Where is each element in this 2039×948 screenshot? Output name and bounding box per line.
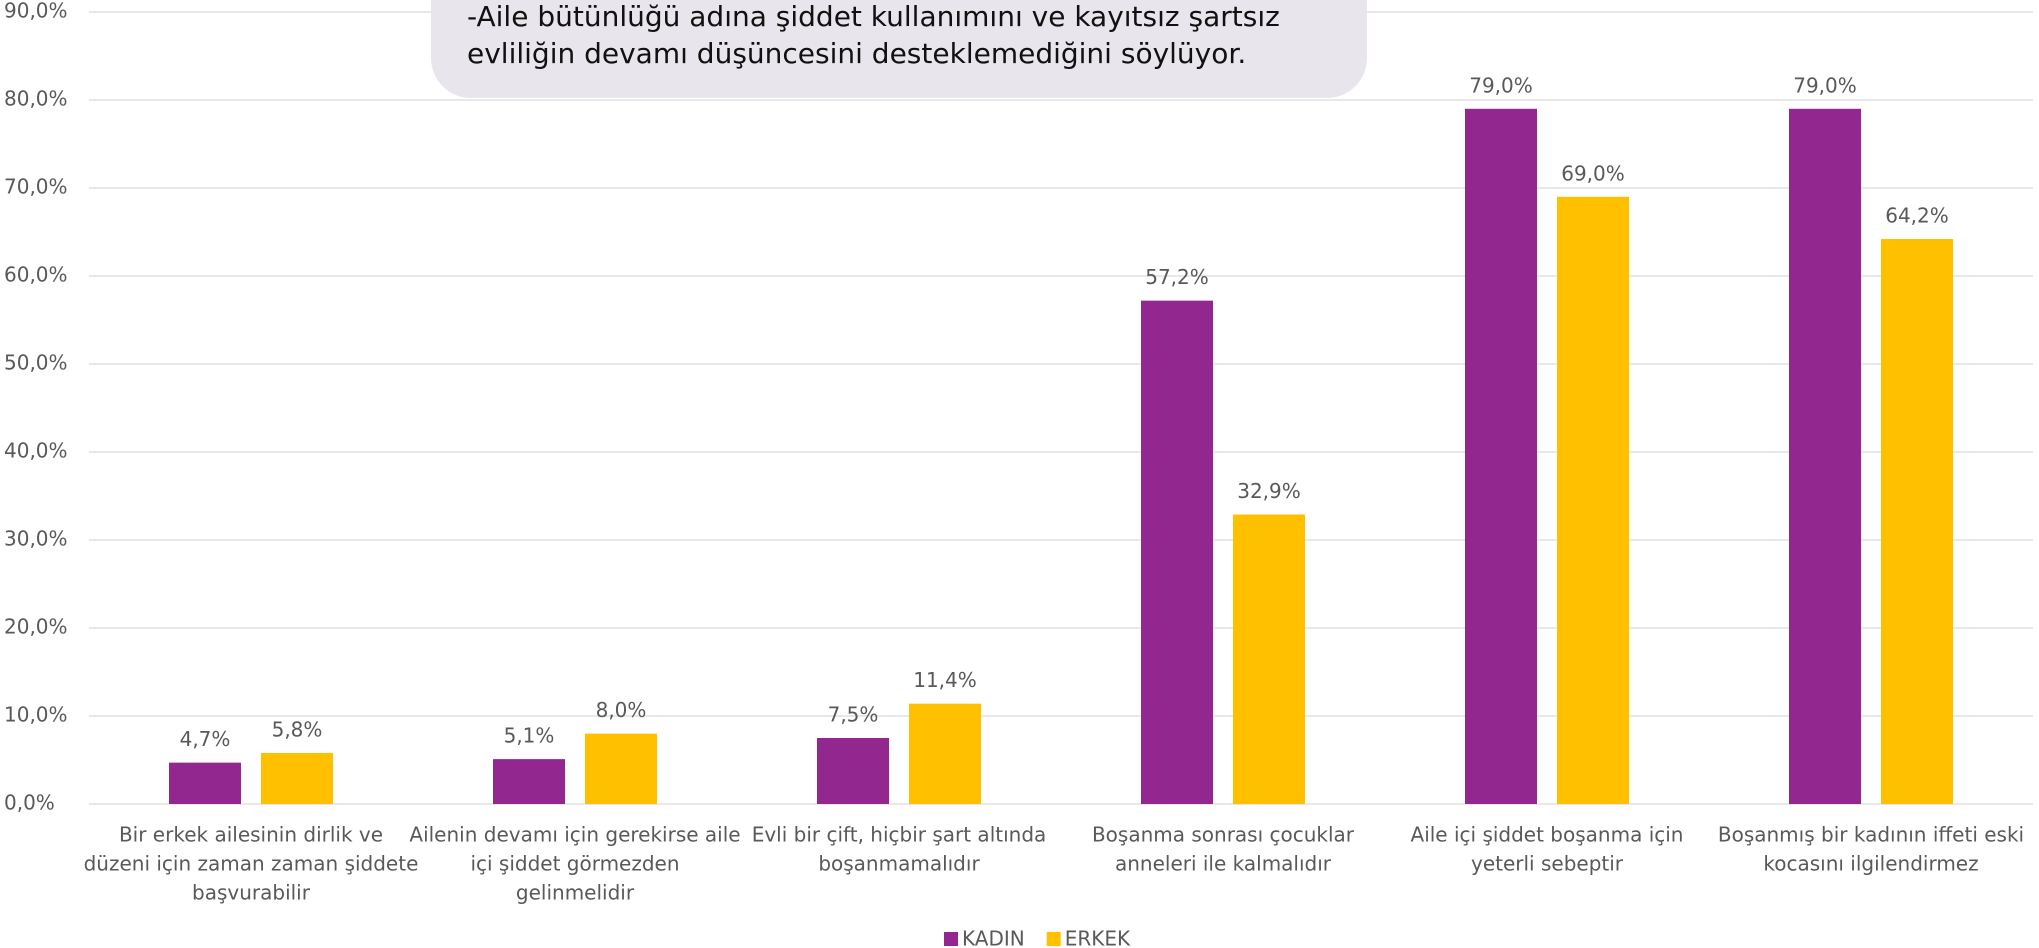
x-tick-label: Aile içi şiddet boşanma için bbox=[1411, 823, 1684, 847]
data-label: 32,9% bbox=[1237, 479, 1301, 503]
annotation-text: -Aile bütünlüğü adına şiddet kullanımını… bbox=[467, 0, 1280, 33]
bar bbox=[1465, 108, 1537, 805]
x-tick-label: anneleri ile kalmalıdır bbox=[1115, 852, 1332, 876]
x-tick-label: başvurabilir bbox=[192, 881, 311, 905]
data-label: 5,8% bbox=[272, 717, 323, 741]
data-label: 79,0% bbox=[1793, 73, 1857, 97]
data-label: 8,0% bbox=[596, 698, 647, 722]
annotation-box bbox=[431, 0, 1367, 98]
y-tick-label: 30,0% bbox=[4, 527, 68, 551]
x-tick-label: Bir erkek ailesinin dirlik ve bbox=[119, 823, 383, 847]
y-tick-label: 90,0% bbox=[4, 0, 68, 23]
data-label: 57,2% bbox=[1145, 265, 1209, 289]
data-label: 4,7% bbox=[180, 727, 231, 751]
data-label: 64,2% bbox=[1885, 204, 1949, 228]
legend-label: ERKEK bbox=[1065, 927, 1131, 948]
x-tick-label: içi şiddet görmezden bbox=[470, 852, 679, 876]
legend-swatch bbox=[1046, 932, 1061, 946]
y-tick-label: 40,0% bbox=[4, 439, 68, 463]
bar bbox=[1233, 514, 1305, 804]
bar bbox=[585, 733, 657, 804]
annotation-text: evliliğin devamı düşüncesini desteklemed… bbox=[467, 37, 1246, 70]
data-label: 7,5% bbox=[828, 703, 879, 727]
data-label: 5,1% bbox=[504, 724, 555, 748]
bar bbox=[1881, 239, 1953, 805]
y-tick-label: 0,0% bbox=[4, 791, 55, 815]
bar bbox=[817, 738, 889, 804]
bar bbox=[261, 752, 333, 804]
x-tick-label: gelinmelidir bbox=[516, 881, 635, 905]
legend-label: KADIN bbox=[962, 927, 1025, 948]
data-label: 79,0% bbox=[1469, 73, 1533, 97]
y-tick-label: 50,0% bbox=[4, 351, 68, 375]
x-tick-label: Ailenin devamı için gerekirse aile bbox=[409, 823, 740, 847]
bar bbox=[1557, 196, 1629, 805]
bar bbox=[493, 759, 565, 804]
bar bbox=[169, 762, 241, 804]
bar bbox=[909, 703, 981, 804]
x-tick-label: Boşanmış bir kadının iffeti eski bbox=[1718, 823, 2024, 847]
data-label: 69,0% bbox=[1561, 161, 1625, 185]
x-tick-label: boşanmamalıdır bbox=[818, 852, 980, 876]
x-tick-label: Boşanma sonrası çocuklar bbox=[1092, 823, 1355, 847]
legend-swatch bbox=[944, 932, 958, 946]
bar bbox=[1789, 108, 1861, 805]
y-tick-label: 60,0% bbox=[4, 263, 68, 287]
x-tick-label: yeterli sebeptir bbox=[1471, 852, 1624, 876]
data-label: 11,4% bbox=[913, 668, 977, 692]
y-tick-label: 20,0% bbox=[4, 615, 68, 639]
x-tick-label: Evli bir çift, hiçbir şart altında bbox=[752, 823, 1047, 847]
y-tick-label: 70,0% bbox=[4, 175, 68, 199]
x-tick-label: düzeni için zaman zaman şiddete bbox=[84, 852, 419, 876]
bar bbox=[1141, 300, 1213, 804]
y-tick-label: 10,0% bbox=[4, 703, 68, 727]
y-tick-label: 80,0% bbox=[4, 87, 68, 111]
x-tick-label: kocasını ilgilendirmez bbox=[1763, 852, 1978, 876]
